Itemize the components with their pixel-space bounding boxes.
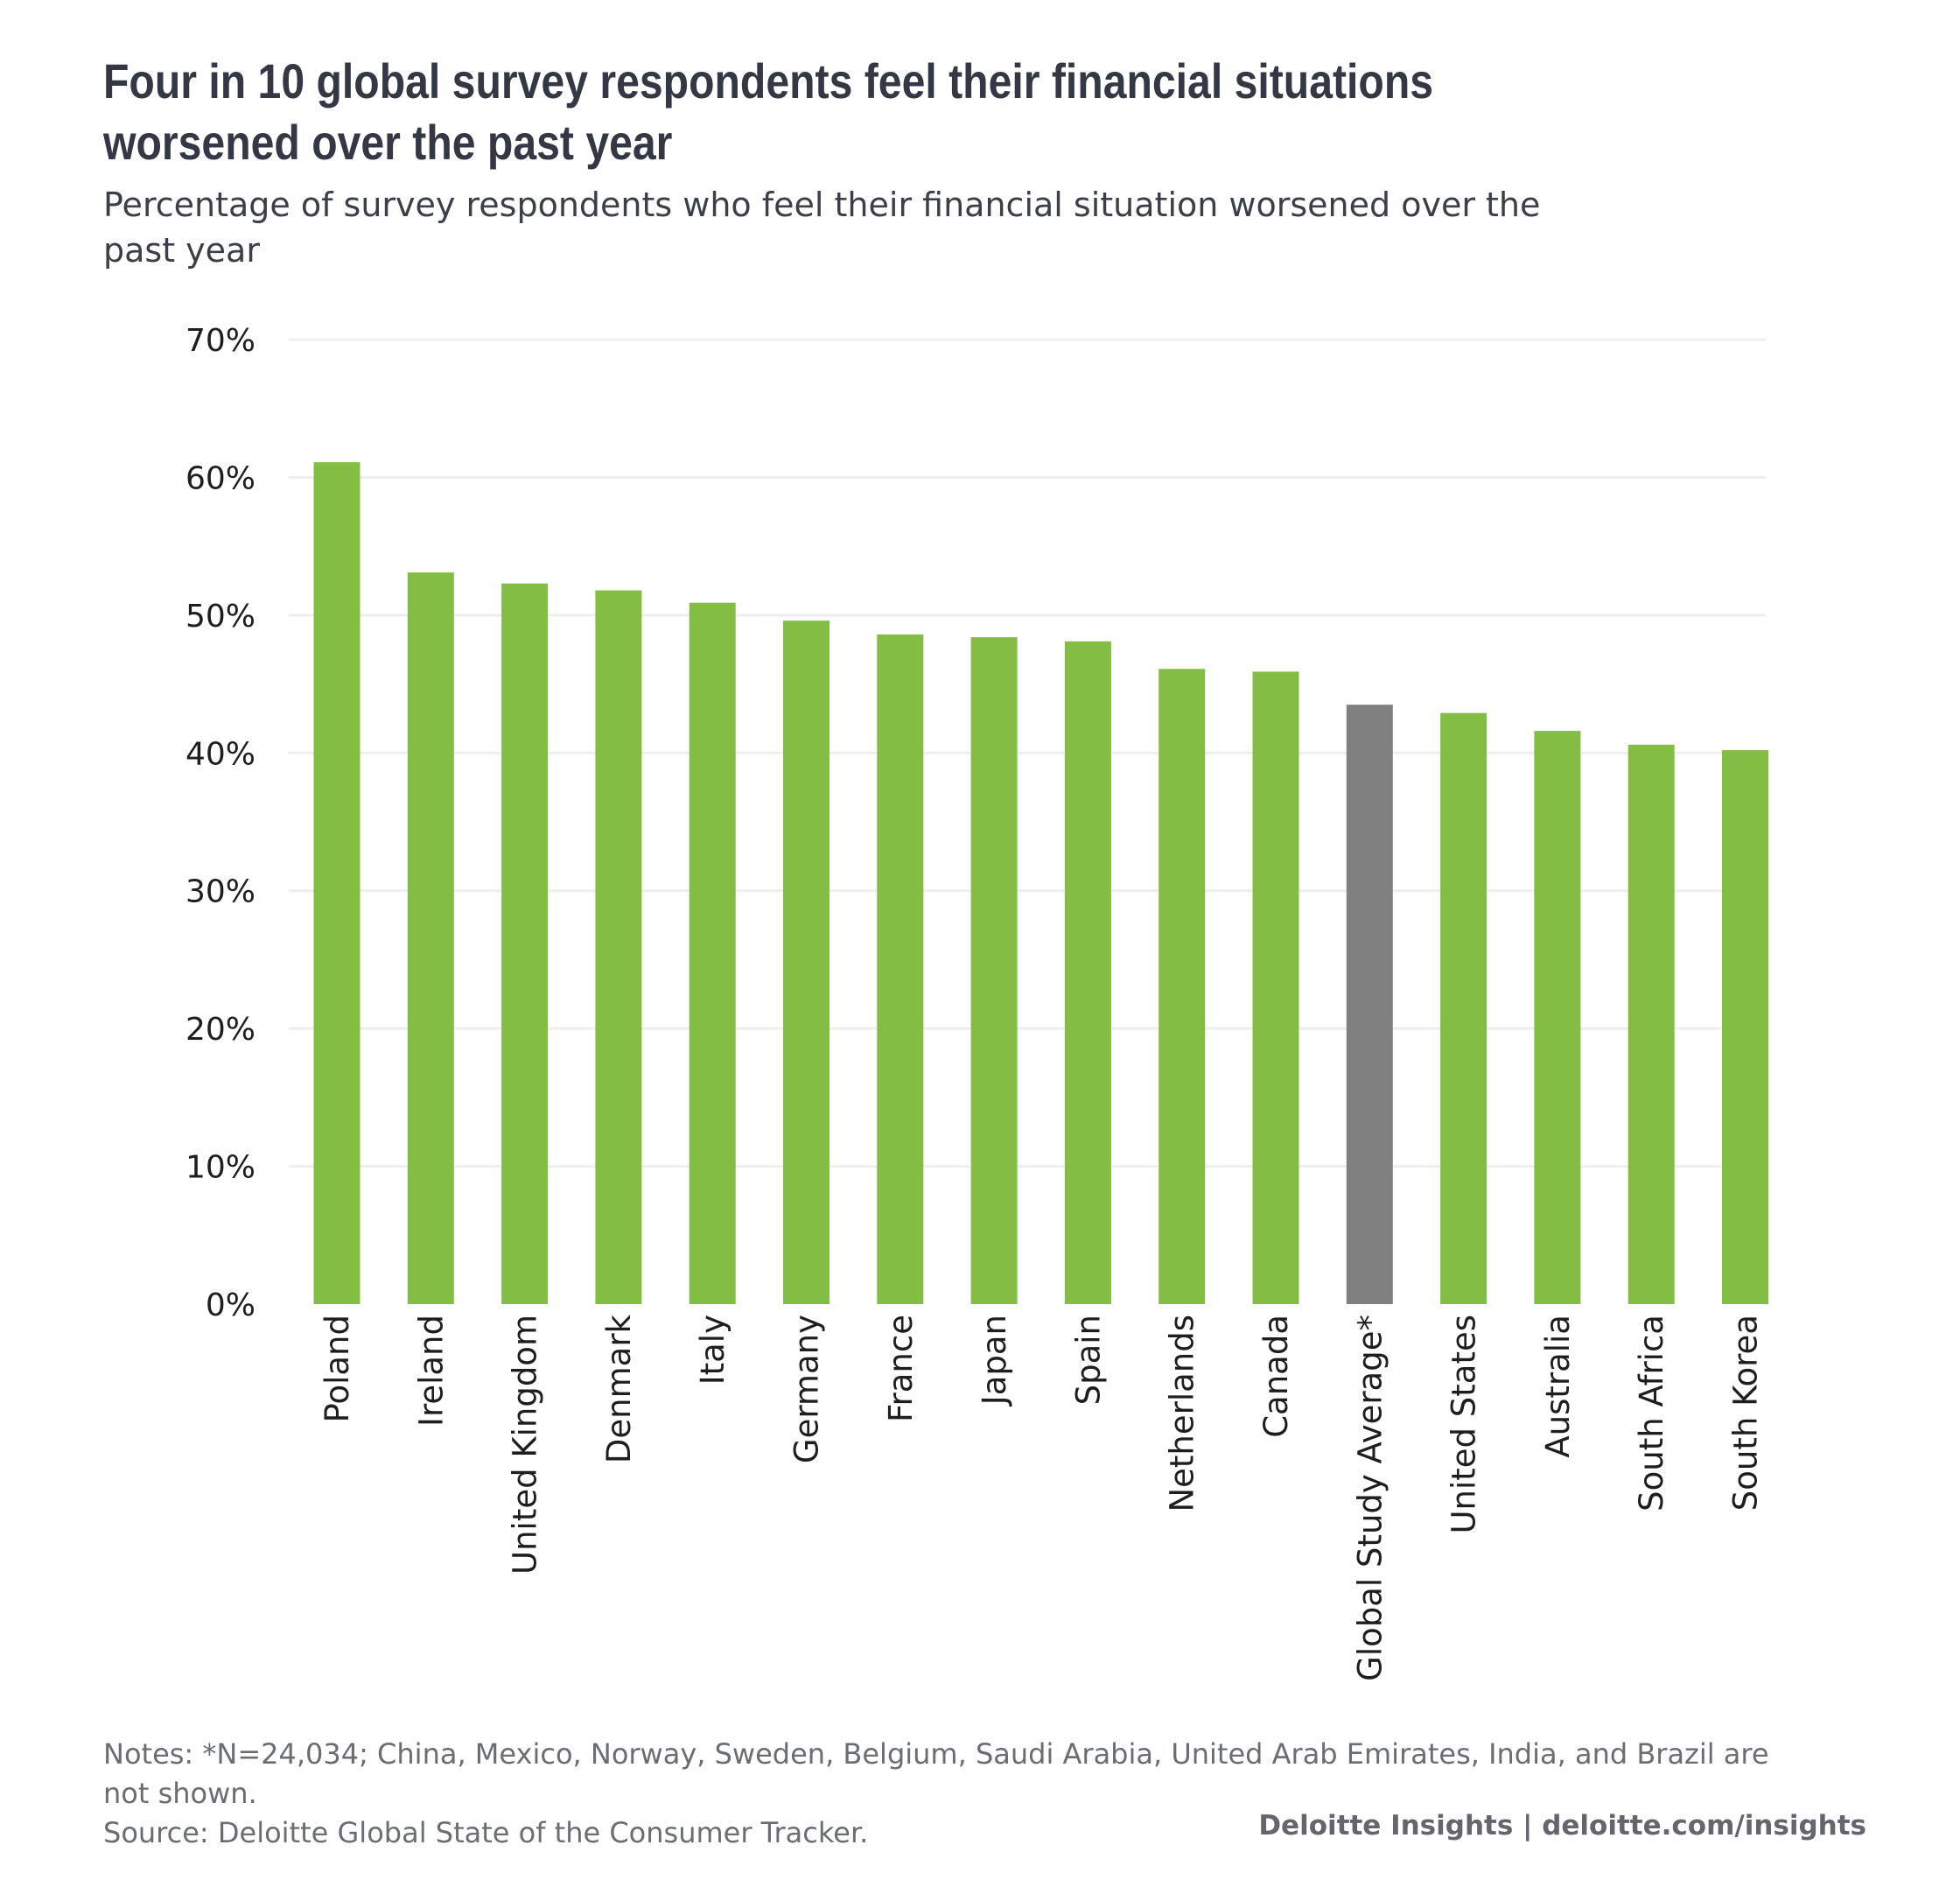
y-tick-label: 10% xyxy=(186,1150,256,1186)
bar-denmark xyxy=(595,590,642,1304)
bar-ireland xyxy=(407,572,454,1304)
y-tick-label: 70% xyxy=(186,323,256,359)
x-category-label: Australia xyxy=(1539,1315,1577,1458)
x-category-label: France xyxy=(882,1315,920,1422)
chart-notes: Notes: *N=24,034; China, Mexico, Norway,… xyxy=(103,1735,1801,1853)
bar-canada xyxy=(1252,671,1299,1304)
x-category-label: Japan xyxy=(976,1315,1013,1406)
brand-credit: Deloitte Insights | deloitte.com/insight… xyxy=(1258,1810,1866,1841)
bar-italy xyxy=(689,602,736,1304)
bar-netherlands xyxy=(1158,669,1206,1304)
bar-global-study-average xyxy=(1346,705,1393,1304)
x-category-label: Germany xyxy=(788,1315,826,1463)
x-category-label: South Korea xyxy=(1727,1315,1765,1511)
x-category-label: Ireland xyxy=(412,1315,450,1427)
x-category-label: Poland xyxy=(318,1315,356,1423)
bar-united-kingdom xyxy=(501,583,549,1304)
x-category-label: United States xyxy=(1446,1315,1483,1534)
x-category-label: United Kingdom xyxy=(507,1315,544,1575)
bar-south-korea xyxy=(1722,750,1768,1304)
x-category-label: Italy xyxy=(694,1315,732,1385)
x-category-label: Denmark xyxy=(600,1314,638,1463)
bar-germany xyxy=(783,621,830,1304)
y-axis-ticks: 0% 10% 20% 30% 40% 50% 60% 70% xyxy=(186,323,256,1323)
bar-poland xyxy=(313,462,360,1304)
x-category-label: Spain xyxy=(1069,1315,1107,1405)
bars xyxy=(313,462,1768,1304)
x-category-label: Netherlands xyxy=(1164,1315,1201,1512)
bar-japan xyxy=(970,637,1018,1304)
bar-spain xyxy=(1064,641,1111,1304)
y-tick-label: 0% xyxy=(206,1287,256,1323)
y-tick-label: 30% xyxy=(186,874,256,910)
y-tick-label: 60% xyxy=(186,460,256,496)
chart-title: Four in 10 global survey respondents fee… xyxy=(103,53,1434,170)
bar-united-states xyxy=(1440,712,1488,1304)
y-tick-label: 40% xyxy=(186,736,256,772)
x-category-label: Global Study Average* xyxy=(1351,1315,1389,1681)
bar-france xyxy=(877,634,924,1304)
y-tick-label: 50% xyxy=(186,599,256,635)
source-text: Source: Deloitte Global State of the Con… xyxy=(103,1816,869,1849)
notes-text: Notes: *N=24,034; China, Mexico, Norway,… xyxy=(103,1737,1769,1810)
chart-subtitle: Percentage of survey respondents who fee… xyxy=(103,186,1541,270)
x-axis-labels: Poland Ireland United Kingdom Denmark Italy G… xyxy=(318,1314,1765,1680)
y-tick-label: 20% xyxy=(186,1012,256,1048)
bar-south-africa xyxy=(1628,744,1675,1304)
x-category-label: Canada xyxy=(1257,1315,1295,1438)
bar-australia xyxy=(1534,731,1581,1304)
x-category-label: South Africa xyxy=(1633,1315,1670,1512)
bar-chart: 0% 10% 20% 30% 40% 50% 60% 70% Poland Ireland Uni… xyxy=(186,323,1768,1681)
